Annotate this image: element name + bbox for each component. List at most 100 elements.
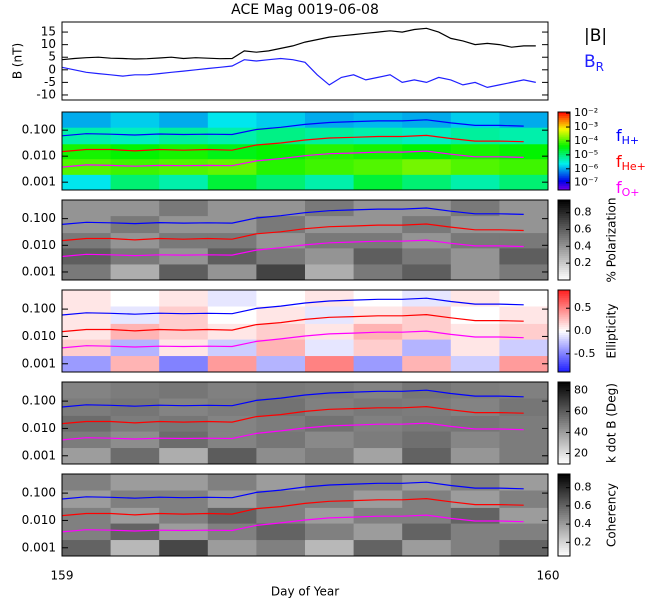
heatmap-cell [353, 290, 403, 307]
colorbar-strip [558, 512, 570, 516]
colorbar-strip [558, 449, 570, 453]
heatmap-cell [159, 158, 209, 175]
colorbar-strip [558, 437, 570, 440]
heatmap-cell [159, 127, 209, 145]
heatmap-cell [305, 158, 355, 175]
heatmap-cell [159, 323, 209, 340]
heatmap-cell [402, 539, 452, 557]
colorbar-strip [558, 486, 570, 489]
colorbar-strip [558, 388, 570, 391]
colorbar-strip [558, 131, 570, 134]
colorbar-strip [558, 250, 570, 253]
heatmap-cell [110, 489, 160, 508]
colorbar-strip [558, 525, 570, 528]
colorbar-tick-label: 0.8 [574, 481, 592, 494]
colorbar-strip [558, 427, 570, 430]
colorbar-strip [558, 357, 570, 361]
y-tick-label: 0.010 [22, 238, 56, 252]
heatmap-cell [450, 355, 500, 373]
colorbar-strip [558, 392, 570, 395]
heatmap-cell [110, 474, 160, 491]
heatmap-cell [159, 200, 209, 217]
colorbar-strip [558, 216, 570, 219]
heatmap-cell [62, 112, 112, 128]
colorbar-strip [558, 455, 570, 459]
colorbar-strip [558, 445, 570, 449]
heatmap-cell [353, 127, 403, 145]
heatmap-cell [305, 507, 355, 524]
colorbar-strip [558, 272, 570, 275]
heatmap-cell [450, 431, 500, 449]
heatmap-cell [402, 174, 452, 191]
heatmap-cell [499, 232, 549, 249]
colorbar-strip [558, 382, 570, 385]
colorbar-strip [558, 535, 570, 539]
colorbar-strip [558, 154, 570, 158]
colorbar-strip [558, 404, 570, 408]
colorbar-strip [558, 121, 570, 125]
legend-subscript: H+ [622, 134, 640, 147]
colorbar-tick-label: 10⁻⁵ [574, 148, 598, 161]
panel-frame [61, 21, 549, 101]
heatmap-cell [256, 247, 306, 265]
colorbar-strip [558, 310, 570, 314]
colorbar-frame [557, 473, 571, 557]
heatmap-cell [62, 431, 112, 449]
colorbar-tick-label: -0.5 [574, 347, 595, 360]
colorbar-strip [558, 539, 570, 543]
heatmap-cell [110, 447, 160, 465]
heatmap-cell [62, 323, 112, 340]
colorbar-strip [558, 451, 570, 455]
colorbar-strip [558, 443, 570, 447]
colorbar-strip [558, 304, 570, 307]
colorbar-tick-label: 60 [574, 404, 588, 417]
heatmap-cell [62, 355, 112, 373]
colorbar-strip [558, 474, 570, 477]
colorbar-strip [558, 266, 570, 269]
colorbar-strip [558, 369, 570, 373]
heatmap-cell [62, 247, 112, 265]
colorbar-tick-label: 0.5 [574, 301, 592, 314]
colorbar-tick-label: 10⁻³ [574, 120, 598, 133]
heatmap-cell [402, 523, 452, 541]
colorbar-strip [558, 135, 570, 138]
colorbar-strip [558, 119, 570, 123]
heatmap-cell [159, 263, 209, 281]
colorbar-strip [558, 431, 570, 434]
heatmap-cell [62, 232, 112, 249]
heatmap-cell [402, 447, 452, 465]
heatmap-cell [62, 523, 112, 541]
heatmap-cell [305, 174, 355, 191]
colorbar-strip [558, 406, 570, 410]
y-tick-label: 0.010 [22, 513, 56, 527]
data-line [61, 57, 536, 89]
colorbar-strip [558, 206, 570, 209]
heatmap-cell [62, 539, 112, 557]
colorbar-strip [558, 320, 570, 324]
heatmap-cell [305, 290, 355, 307]
heatmap-cell [305, 323, 355, 340]
colorbar-strip [558, 515, 570, 518]
colorbar-strip [558, 394, 570, 397]
heatmap-cell [207, 263, 257, 281]
heatmap-cell [62, 200, 112, 217]
heatmap-cell [402, 247, 452, 265]
colorbar-strip [558, 545, 570, 549]
colorbar-strip [558, 510, 570, 514]
heatmap-cell [499, 290, 549, 307]
colorbar-strip [558, 435, 570, 438]
heatmap-cell [62, 263, 112, 281]
legend-subscript: R [596, 60, 604, 74]
heatmap-cell [207, 158, 257, 175]
colorbar-tick-label: 0.8 [574, 206, 592, 219]
y-tick-label: 0.100 [22, 211, 56, 225]
heatmap-cell [353, 174, 403, 191]
colorbar-strip [558, 296, 570, 299]
heatmap-cell [353, 355, 403, 373]
heatmap-cell [62, 215, 112, 234]
heatmap-cell [450, 539, 500, 557]
colorbar-strip [558, 113, 570, 117]
colorbar-strip [558, 480, 570, 483]
colorbar-strip [558, 420, 570, 424]
heatmap-cell [353, 447, 403, 465]
